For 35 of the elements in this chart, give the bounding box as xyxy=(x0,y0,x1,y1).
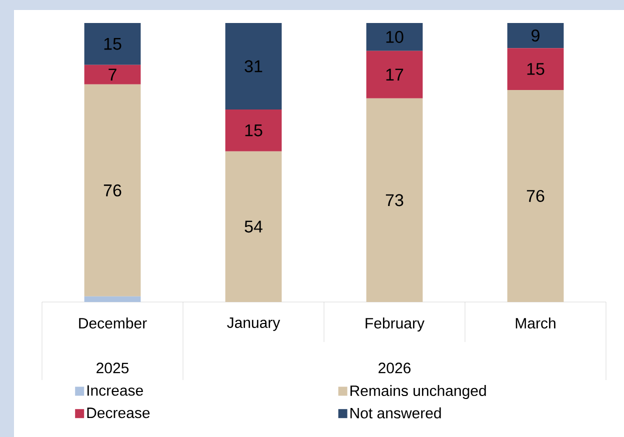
bar xyxy=(84,23,141,65)
data-label: 7 xyxy=(108,68,116,80)
data-label: 15 xyxy=(527,63,544,75)
data-label: 15 xyxy=(104,38,122,50)
x-tick-label: February xyxy=(366,318,424,332)
bar xyxy=(507,90,564,302)
bar xyxy=(366,50,423,98)
bar xyxy=(84,64,141,84)
data-label: 73 xyxy=(386,194,404,206)
legend-label: Increase xyxy=(87,385,143,396)
bar xyxy=(366,23,423,51)
bar xyxy=(225,109,282,152)
legend-label: Decrease xyxy=(87,408,150,418)
text: 2026 xyxy=(378,362,411,374)
bar xyxy=(366,98,423,302)
bar xyxy=(225,151,282,302)
data-label: 9 xyxy=(532,30,540,42)
data-label: 76 xyxy=(526,190,544,202)
legend-label: Not answered xyxy=(350,407,441,418)
bar xyxy=(507,23,564,48)
bar xyxy=(225,23,282,110)
x-tick-label: January xyxy=(227,318,280,331)
data-label: 15 xyxy=(245,124,262,136)
text: 2025 xyxy=(96,362,129,374)
data-label: 76 xyxy=(104,184,122,196)
data-label: 54 xyxy=(244,220,262,233)
x-tick-label: December xyxy=(79,318,147,329)
data-label: 10 xyxy=(386,30,404,43)
bar xyxy=(84,296,141,302)
bar xyxy=(84,84,141,296)
legend-label: Remains unchanged xyxy=(350,385,486,400)
data-label: 31 xyxy=(244,60,262,72)
bar xyxy=(507,48,564,90)
x-tick-label: March xyxy=(516,318,556,329)
data-label: 17 xyxy=(386,68,404,80)
